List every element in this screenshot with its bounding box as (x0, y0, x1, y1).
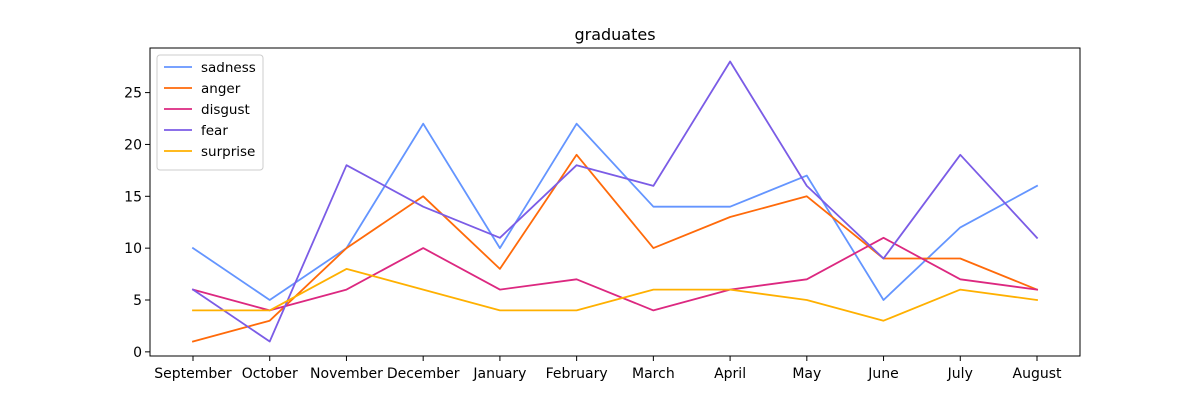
y-tick-label: 5 (133, 293, 142, 309)
series-line-disgust (191, 236, 1039, 312)
x-tick-label: March (632, 366, 675, 382)
x-tick-label: May (792, 366, 821, 382)
x-tick-label: August (1013, 366, 1063, 382)
legend-label-fear: fear (201, 123, 228, 139)
legend-label-surprise: surprise (201, 144, 255, 160)
legend-box (156, 54, 264, 171)
x-tick-label: February (546, 366, 608, 382)
plot-frame (149, 47, 1081, 357)
x-tick-label: April (714, 366, 746, 382)
legend-label-disgust: disgust (201, 102, 250, 118)
chart-title: graduates (574, 25, 655, 44)
x-tick-label: November (310, 366, 383, 382)
series-layer (191, 60, 1039, 343)
x-tick-label: October (242, 366, 298, 382)
legend-label-anger: anger (201, 81, 241, 97)
x-tick-label: January (472, 366, 526, 382)
series-line-anger (191, 153, 1039, 343)
series-line-fear (191, 60, 1039, 343)
legend: sadness anger disgust fear surprise (156, 54, 264, 171)
x-tick-label: September (154, 366, 232, 382)
y-tick-label: 10 (124, 241, 142, 257)
x-tick-label: June (867, 366, 899, 382)
x-tick-label: December (387, 366, 460, 382)
y-tick-label: 15 (124, 189, 142, 205)
x-tick-label: July (947, 366, 973, 382)
series-line-surprise (192, 267, 1039, 322)
y-tick-label: 20 (124, 137, 142, 153)
y-axis: 0 5 10 15 20 25 (124, 86, 150, 361)
y-tick-label: 0 (133, 345, 142, 361)
legend-label-sadness: sadness (201, 60, 256, 76)
series-line-sadness (191, 122, 1039, 301)
y-tick-label: 25 (124, 86, 142, 102)
x-axis: September October November December January F… (154, 356, 1062, 382)
